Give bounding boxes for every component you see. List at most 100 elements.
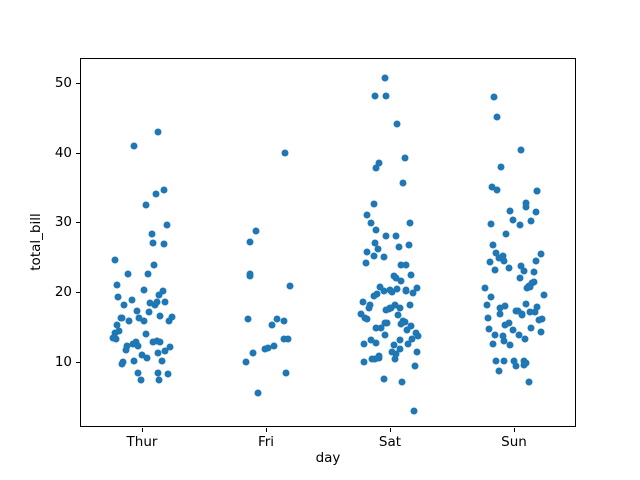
data-point: [491, 331, 499, 339]
data-point: [155, 291, 163, 298]
data-point: [357, 310, 365, 318]
data-point: [371, 355, 379, 363]
data-point: [380, 253, 388, 261]
data-point: [537, 250, 545, 258]
data-point: [149, 338, 157, 346]
data-point: [160, 240, 168, 248]
data-point: [405, 241, 413, 249]
y-tick-label: 20: [54, 284, 72, 300]
data-point: [517, 262, 525, 270]
data-point: [159, 287, 167, 295]
data-point: [249, 349, 257, 357]
data-point: [401, 154, 409, 162]
data-point: [518, 311, 526, 319]
data-point: [149, 239, 157, 247]
data-point: [397, 320, 405, 328]
data-point: [522, 199, 530, 207]
data-point: [517, 146, 525, 154]
data-point: [489, 241, 497, 249]
data-point: [363, 248, 371, 256]
data-point: [371, 239, 379, 247]
data-point: [393, 120, 401, 128]
data-point: [153, 337, 161, 345]
data-point: [374, 245, 382, 252]
data-point: [115, 327, 123, 335]
data-point: [161, 347, 169, 355]
data-point: [408, 335, 416, 343]
data-point: [407, 271, 415, 278]
data-point: [381, 331, 389, 339]
data-point: [140, 286, 148, 293]
data-point: [155, 376, 163, 384]
data-point: [166, 343, 174, 351]
data-point: [525, 378, 533, 386]
data-point: [402, 286, 410, 294]
data-point: [521, 335, 529, 343]
data-point: [537, 328, 545, 336]
data-point: [493, 186, 501, 194]
data-point: [242, 358, 250, 366]
y-tick-mark: [76, 222, 80, 223]
data-point: [406, 301, 414, 309]
data-point: [246, 270, 254, 278]
data-point: [528, 279, 536, 287]
data-point: [280, 335, 288, 343]
data-point: [168, 313, 175, 321]
data-point: [522, 359, 529, 367]
data-point: [392, 274, 400, 282]
data-point: [401, 318, 409, 326]
data-point: [359, 298, 366, 306]
data-point: [360, 340, 368, 348]
data-point: [264, 344, 272, 352]
data-point: [134, 369, 142, 377]
data-point: [540, 291, 547, 299]
data-point: [113, 281, 121, 289]
data-point: [142, 201, 149, 209]
data-point: [124, 270, 132, 278]
data-point: [120, 301, 128, 309]
data-point: [535, 316, 543, 324]
data-point: [500, 357, 508, 365]
data-point: [527, 324, 535, 332]
data-point: [412, 329, 420, 337]
data-point: [500, 257, 508, 265]
data-point: [381, 74, 389, 82]
data-point: [129, 340, 137, 348]
data-point: [377, 324, 385, 332]
data-point: [281, 149, 289, 157]
data-point: [372, 164, 380, 172]
x-tick-mark: [390, 428, 391, 432]
data-point: [130, 142, 138, 149]
data-point: [284, 335, 292, 343]
data-point: [137, 376, 144, 384]
y-tick-mark: [76, 292, 80, 293]
data-point: [382, 232, 390, 240]
data-point: [361, 314, 369, 322]
data-point: [154, 369, 162, 377]
data-point: [530, 268, 538, 275]
data-point: [154, 349, 162, 357]
data-point: [375, 159, 383, 167]
data-point: [490, 93, 498, 101]
data-point: [487, 293, 495, 301]
data-point: [532, 257, 540, 265]
data-point: [514, 307, 521, 314]
data-point: [380, 287, 388, 295]
data-point: [489, 340, 497, 348]
data-point: [153, 298, 161, 306]
data-point: [160, 186, 168, 194]
data-point: [367, 219, 375, 227]
data-point: [395, 243, 403, 251]
data-point: [125, 317, 133, 325]
data-point: [533, 303, 541, 311]
x-tick-mark: [142, 428, 143, 432]
y-tick-mark: [76, 362, 80, 363]
data-point: [144, 270, 152, 277]
data-point: [399, 179, 407, 187]
data-point: [142, 330, 149, 338]
data-point: [370, 252, 378, 260]
x-tick-label: Sun: [501, 434, 527, 450]
data-point: [145, 308, 153, 316]
data-point: [392, 232, 400, 240]
data-point: [128, 296, 136, 304]
